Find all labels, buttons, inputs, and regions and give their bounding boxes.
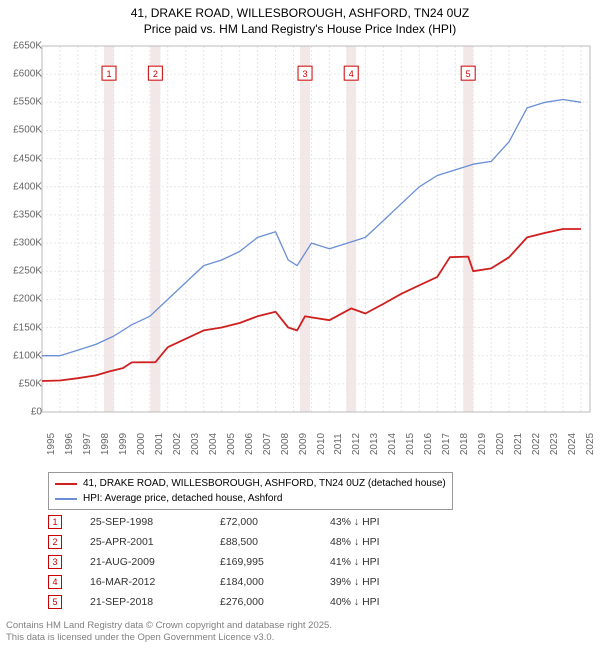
footer-line-2: This data is licensed under the Open Gov… bbox=[6, 632, 332, 644]
x-tick-label: 2024 bbox=[567, 433, 578, 455]
sale-marker-row: 1 25-SEP-1998£72,00043% ↓ HPI bbox=[48, 512, 440, 532]
marker-date: 16-MAR-2012 bbox=[90, 576, 220, 588]
x-tick-label: 2008 bbox=[280, 433, 291, 455]
marker-price: £184,000 bbox=[220, 576, 330, 588]
x-tick-label: 2018 bbox=[459, 433, 470, 455]
marker-number-box: 1 bbox=[48, 515, 62, 529]
x-tick-label: 2001 bbox=[154, 433, 165, 455]
y-tick-label: £50K bbox=[19, 378, 42, 389]
svg-text:1: 1 bbox=[107, 69, 112, 79]
y-tick-label: £350K bbox=[13, 209, 42, 220]
legend-label-hpi: HPI: Average price, detached house, Ashf… bbox=[83, 491, 282, 506]
chart-svg: 1 2 3 4 5 bbox=[40, 44, 592, 414]
x-tick-label: 2010 bbox=[316, 433, 327, 455]
marker-price: £276,000 bbox=[220, 596, 330, 608]
x-tick-label: 2011 bbox=[333, 433, 344, 455]
x-tick-label: 2023 bbox=[549, 433, 560, 455]
y-tick-label: £400K bbox=[13, 181, 42, 192]
y-tick-label: £450K bbox=[13, 153, 42, 164]
marker-delta: 43% ↓ HPI bbox=[330, 516, 440, 528]
x-tick-label: 2016 bbox=[423, 433, 434, 455]
x-tick-label: 2005 bbox=[226, 433, 237, 455]
x-tick-label: 2006 bbox=[244, 433, 255, 455]
y-tick-label: £0 bbox=[31, 407, 42, 418]
x-tick-label: 2012 bbox=[351, 433, 362, 455]
y-tick-label: £200K bbox=[13, 294, 42, 305]
sale-marker-row: 5 21-SEP-2018£276,00040% ↓ HPI bbox=[48, 592, 440, 612]
footer-attribution: Contains HM Land Registry data © Crown c… bbox=[6, 620, 332, 644]
marker-date: 21-SEP-2018 bbox=[90, 596, 220, 608]
x-tick-label: 2017 bbox=[441, 433, 452, 455]
marker-delta: 48% ↓ HPI bbox=[330, 536, 440, 548]
marker-price: £169,995 bbox=[220, 556, 330, 568]
sale-markers-table: 1 25-SEP-1998£72,00043% ↓ HPI 2 25-APR-2001… bbox=[48, 512, 440, 612]
marker-date: 21-AUG-2009 bbox=[90, 556, 220, 568]
marker-delta: 41% ↓ HPI bbox=[330, 556, 440, 568]
marker-number-box: 3 bbox=[48, 555, 62, 569]
x-tick-label: 2020 bbox=[495, 433, 506, 455]
title-line-1: 41, DRAKE ROAD, WILLESBOROUGH, ASHFORD, … bbox=[0, 6, 600, 22]
x-tick-label: 2009 bbox=[298, 433, 309, 455]
x-tick-label: 2019 bbox=[477, 433, 488, 455]
x-tick-label: 2007 bbox=[262, 433, 273, 455]
title-line-2: Price paid vs. HM Land Registry's House … bbox=[0, 22, 600, 38]
legend-label-property: 41, DRAKE ROAD, WILLESBOROUGH, ASHFORD, … bbox=[83, 476, 446, 491]
y-tick-label: £600K bbox=[13, 69, 42, 80]
svg-text:5: 5 bbox=[466, 69, 471, 79]
x-tick-label: 2004 bbox=[208, 433, 219, 455]
x-tick-label: 2013 bbox=[369, 433, 380, 455]
x-tick-label: 1995 bbox=[46, 433, 57, 455]
marker-price: £88,500 bbox=[220, 536, 330, 548]
footer-line-1: Contains HM Land Registry data © Crown c… bbox=[6, 620, 332, 632]
marker-number-box: 4 bbox=[48, 575, 62, 589]
x-tick-label: 1996 bbox=[64, 433, 75, 455]
x-tick-label: 2003 bbox=[190, 433, 201, 455]
x-tick-label: 2000 bbox=[136, 433, 147, 455]
legend: 41, DRAKE ROAD, WILLESBOROUGH, ASHFORD, … bbox=[48, 472, 453, 510]
chart-container: 41, DRAKE ROAD, WILLESBOROUGH, ASHFORD, … bbox=[0, 0, 600, 650]
svg-text:3: 3 bbox=[303, 69, 308, 79]
svg-text:2: 2 bbox=[153, 69, 158, 79]
marker-date: 25-APR-2001 bbox=[90, 536, 220, 548]
sale-marker-row: 2 25-APR-2001£88,50048% ↓ HPI bbox=[48, 532, 440, 552]
marker-delta: 39% ↓ HPI bbox=[330, 576, 440, 588]
legend-swatch-hpi bbox=[55, 498, 77, 500]
marker-number-box: 5 bbox=[48, 595, 62, 609]
y-tick-label: £300K bbox=[13, 238, 42, 249]
x-tick-label: 1999 bbox=[118, 433, 129, 455]
y-tick-label: £650K bbox=[13, 41, 42, 52]
y-tick-label: £150K bbox=[13, 322, 42, 333]
chart-title: 41, DRAKE ROAD, WILLESBOROUGH, ASHFORD, … bbox=[0, 0, 600, 37]
marker-number-box: 2 bbox=[48, 535, 62, 549]
marker-date: 25-SEP-1998 bbox=[90, 516, 220, 528]
x-tick-label: 2014 bbox=[387, 433, 398, 455]
chart-plot-area: 1 2 3 4 5 bbox=[40, 44, 592, 414]
marker-delta: 40% ↓ HPI bbox=[330, 596, 440, 608]
x-tick-label: 1998 bbox=[100, 433, 111, 455]
sale-marker-row: 4 16-MAR-2012£184,00039% ↓ HPI bbox=[48, 572, 440, 592]
x-tick-label: 2015 bbox=[405, 433, 416, 455]
legend-swatch-property bbox=[55, 483, 77, 485]
x-tick-label: 2025 bbox=[585, 433, 596, 455]
x-tick-label: 2002 bbox=[172, 433, 183, 455]
y-tick-label: £550K bbox=[13, 97, 42, 108]
legend-item-property: 41, DRAKE ROAD, WILLESBOROUGH, ASHFORD, … bbox=[55, 476, 446, 491]
y-tick-label: £100K bbox=[13, 350, 42, 361]
y-tick-label: £250K bbox=[13, 266, 42, 277]
y-tick-label: £500K bbox=[13, 125, 42, 136]
legend-item-hpi: HPI: Average price, detached house, Ashf… bbox=[55, 491, 446, 506]
svg-text:4: 4 bbox=[349, 69, 354, 79]
marker-price: £72,000 bbox=[220, 516, 330, 528]
x-tick-label: 1997 bbox=[82, 433, 93, 455]
sale-marker-row: 3 21-AUG-2009£169,99541% ↓ HPI bbox=[48, 552, 440, 572]
x-tick-label: 2022 bbox=[531, 433, 542, 455]
x-tick-label: 2021 bbox=[513, 433, 524, 455]
